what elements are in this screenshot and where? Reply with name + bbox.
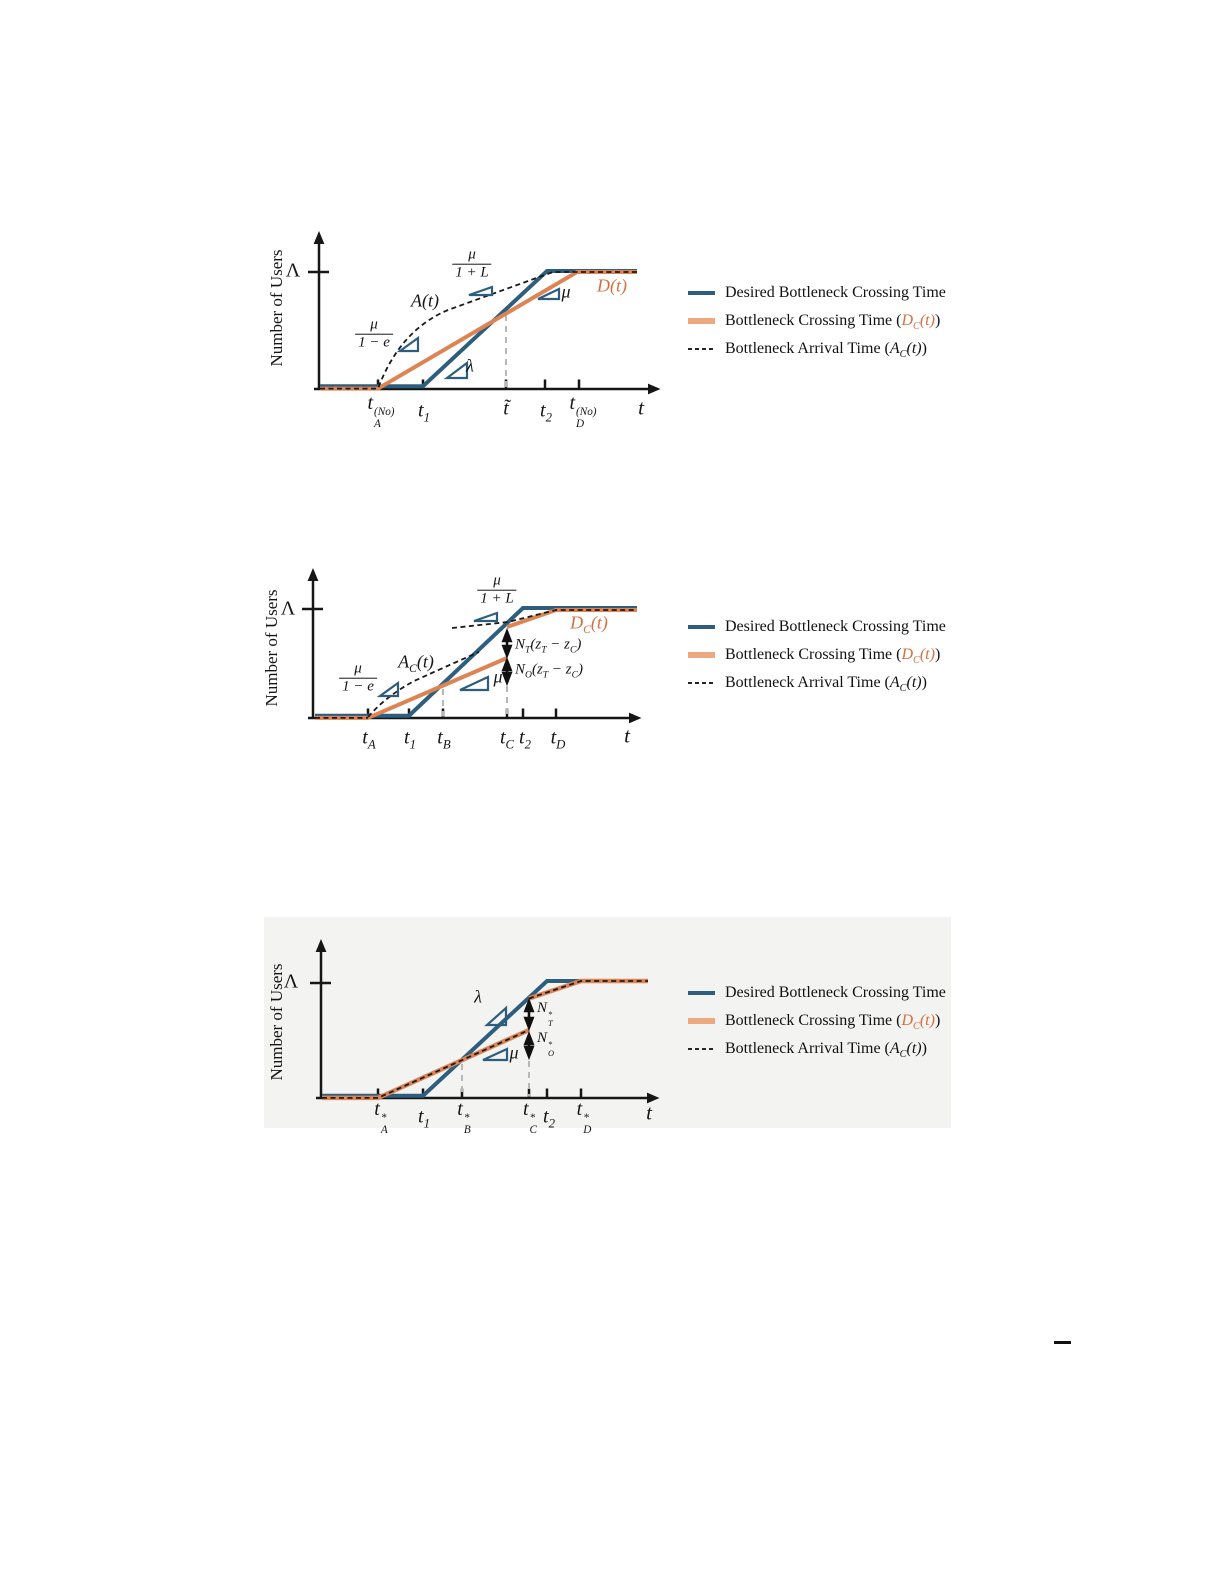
panel3-queue-arrows	[523, 997, 535, 1061]
blue-line-swatch	[688, 991, 715, 995]
panel2-axes	[302, 579, 631, 720]
p1-tick-t2: t2	[540, 399, 552, 425]
p2-tick-t1: t1	[404, 726, 416, 752]
p1-tick-tA: t (No) A	[367, 391, 395, 431]
p1-t-axis-label: t	[638, 395, 644, 420]
p1-capacity-label: Λ	[285, 259, 301, 282]
panel3-slope-triangles	[482, 1005, 509, 1062]
p2-slope-frac-late: μ 1 + L	[477, 572, 517, 608]
p3-tick-tB: t * B	[457, 1097, 471, 1137]
orange-line-swatch	[688, 652, 715, 658]
p2-tick-tB: tB	[437, 726, 451, 752]
panel3-axis-arrowheads	[315, 939, 660, 1104]
legend-item-desired: Desired Bottleneck Crossing Time	[688, 613, 946, 641]
p2-y-axis-label: Number of Users	[262, 589, 281, 707]
orange-line-swatch	[688, 318, 715, 324]
p1-frac-early-den: 1 − e	[355, 333, 393, 352]
p3-tick-t1: t1	[418, 1105, 430, 1131]
p1-tick-t1: t1	[418, 399, 430, 425]
panel3-guides	[461, 1061, 530, 1097]
p2-t-axis-label: t	[624, 723, 630, 748]
p2-tick-tA: tA	[362, 726, 376, 752]
p2-frac-late-den: 1 + L	[477, 589, 517, 608]
p3-capacity-label: Λ	[283, 970, 299, 993]
p1-frac-early-num: μ	[370, 316, 378, 333]
panel2-slope-triangles	[376, 611, 499, 698]
p2-capacity-label: Λ	[280, 597, 296, 620]
p1-departure-curve-label: D(t)	[597, 275, 627, 296]
dashed-line-swatch	[688, 1048, 715, 1050]
panel2-queue-arrows	[501, 627, 513, 687]
blue-line-swatch	[688, 291, 715, 295]
dashed-line-swatch	[688, 682, 715, 684]
blue-line-swatch	[688, 625, 715, 629]
p1-tick-tD: t (No) D	[569, 391, 597, 431]
legend-item-arrival: Bottleneck Arrival Time (AC(t))	[688, 1035, 946, 1063]
p1-slope-frac-late: μ 1 + L	[452, 246, 492, 282]
p1-tick-ttilde: t̃	[503, 397, 509, 420]
p3-legend: Desired Bottleneck Crossing Time Bottlen…	[688, 979, 946, 1063]
panel1-axis-arrowheads	[313, 231, 661, 395]
p3-tick-tA: t * A	[374, 1097, 388, 1137]
p2-mu-slope-label: μ	[493, 666, 503, 687]
legend-item-crossing: Bottleneck Crossing Time (DC(t))	[688, 1007, 946, 1035]
p3-lambda-slope-label: λ	[474, 986, 482, 1007]
panel3-arrival-curve	[322, 980, 648, 1099]
p2-tick-t2: t2	[519, 726, 531, 752]
p3-t-axis-label: t	[646, 1100, 652, 1125]
p1-frac-late-den: 1 + L	[452, 263, 492, 282]
legend-item-arrival: Bottleneck Arrival Time (AC(t))	[688, 335, 946, 363]
p3-tick-t2: t2	[543, 1105, 555, 1131]
legend-item-crossing: Bottleneck Crossing Time (DC(t))	[688, 641, 946, 669]
legend-label: Desired Bottleneck Crossing Time	[725, 284, 946, 301]
p2-transit-queue-label: NT(zT − zC)	[515, 636, 582, 656]
p1-legend: Desired Bottleneck Crossing Time Bottlen…	[688, 279, 946, 363]
panel2-guides	[442, 686, 508, 717]
p3-mu-slope-label: μ	[509, 1042, 519, 1063]
legend-label: Bottleneck Arrival Time (AC(t))	[725, 1040, 927, 1061]
legend-item-arrival: Bottleneck Arrival Time (AC(t))	[688, 669, 946, 697]
p2-legend: Desired Bottleneck Crossing Time Bottlen…	[688, 613, 946, 697]
legend-label: Bottleneck Arrival Time (AC(t))	[725, 340, 927, 361]
p2-tick-tD: tD	[550, 726, 566, 752]
legend-item-crossing: Bottleneck Crossing Time (DC(t))	[688, 307, 946, 335]
legend-label: Bottleneck Crossing Time (DC(t))	[725, 646, 941, 667]
legend-label: Bottleneck Arrival Time (AC(t))	[725, 674, 927, 695]
panel1-slope-triangles	[396, 285, 561, 380]
legend-label: Desired Bottleneck Crossing Time	[725, 618, 946, 635]
panel2-axis-arrowheads	[307, 568, 642, 724]
p1-lambda-slope-label: λ	[466, 355, 474, 376]
p2-tick-tC: tC	[499, 726, 515, 752]
p1-frac-late-num: μ	[468, 246, 476, 263]
p1-slope-frac-early: μ 1 − e	[355, 317, 393, 352]
legend-label: Bottleneck Crossing Time (DC(t))	[725, 1012, 941, 1033]
legend-label: Desired Bottleneck Crossing Time	[725, 984, 946, 1001]
orange-line-swatch	[688, 1018, 715, 1024]
p1-y-axis-label: Number of Users	[267, 249, 286, 367]
p3-tick-tD: t * D	[576, 1097, 592, 1137]
p2-frac-early-den: 1 − e	[339, 677, 377, 696]
p3-transit-queue-label: N * T	[537, 1000, 553, 1028]
p2-frac-late-num: μ	[493, 572, 501, 589]
p2-frac-early-num: μ	[354, 660, 362, 677]
p2-departure-curve-label: DC(t)	[570, 612, 608, 637]
p2-slope-frac-early: μ 1 − e	[339, 661, 377, 696]
legend-item-desired: Desired Bottleneck Crossing Time	[688, 279, 946, 307]
p1-mu-slope-label: μ	[561, 281, 571, 302]
p2-other-queue-label: NO(zT − zC)	[515, 661, 584, 681]
legend-label: Bottleneck Crossing Time (DC(t))	[725, 312, 941, 333]
panel2-arrival-curve	[315, 609, 637, 719]
dashed-line-swatch	[688, 348, 715, 350]
p2-arrival-curve-label: AC(t)	[398, 651, 434, 676]
page-artifact-dash	[1054, 1341, 1071, 1344]
legend-item-desired: Desired Bottleneck Crossing Time	[688, 979, 946, 1007]
p1-arrival-curve-label: A(t)	[411, 290, 439, 311]
p3-other-queue-label: N * O	[537, 1030, 555, 1058]
p3-tick-tC: t * C	[522, 1097, 538, 1137]
panel1-arrival-curve	[320, 271, 637, 390]
